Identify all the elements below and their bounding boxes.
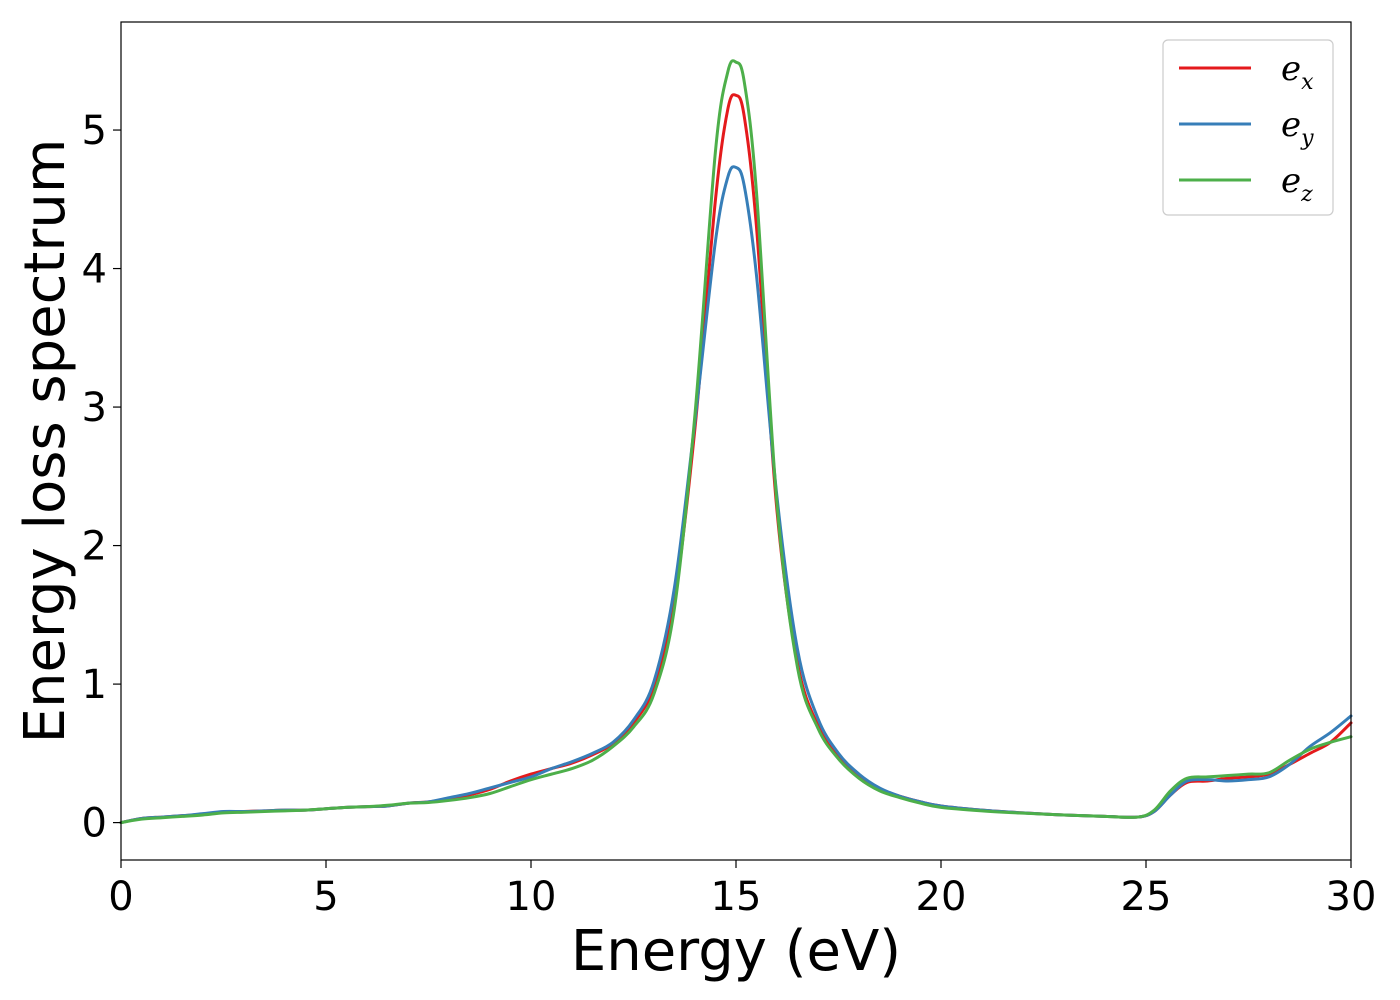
x-axis-label: Energy (eV) <box>571 919 901 984</box>
y-tick-label: 2 <box>82 524 107 570</box>
plot-area <box>121 22 1351 860</box>
x-tick-label: 25 <box>1121 874 1172 920</box>
legend-label-ey: ey <box>1281 105 1314 151</box>
legend-label-ex: ex <box>1281 49 1314 95</box>
legend-box <box>1162 39 1334 216</box>
series-layer <box>119 59 1353 825</box>
y-tick-label: 1 <box>82 662 107 708</box>
legend: ex ey ez <box>1162 39 1334 216</box>
series-line-ez <box>119 59 1353 825</box>
y-tick-label: 3 <box>82 385 107 431</box>
y-axis-label: Energy loss spectrum <box>13 139 78 744</box>
x-tick-label: 30 <box>1326 874 1377 920</box>
legend-label-ez: ez <box>1281 161 1313 207</box>
x-tick-label: 0 <box>108 874 133 920</box>
y-axis: 0 1 2 3 4 5 <box>82 108 121 847</box>
x-tick-label: 5 <box>313 874 338 920</box>
y-tick-label: 4 <box>82 247 107 293</box>
y-tick-label: 0 <box>82 801 107 847</box>
x-tick-label: 15 <box>711 874 762 920</box>
x-tick-label: 10 <box>506 874 557 920</box>
x-tick-label: 20 <box>916 874 967 920</box>
x-axis: 0 5 10 15 20 25 30 <box>108 860 1376 920</box>
y-tick-label: 5 <box>82 108 107 154</box>
